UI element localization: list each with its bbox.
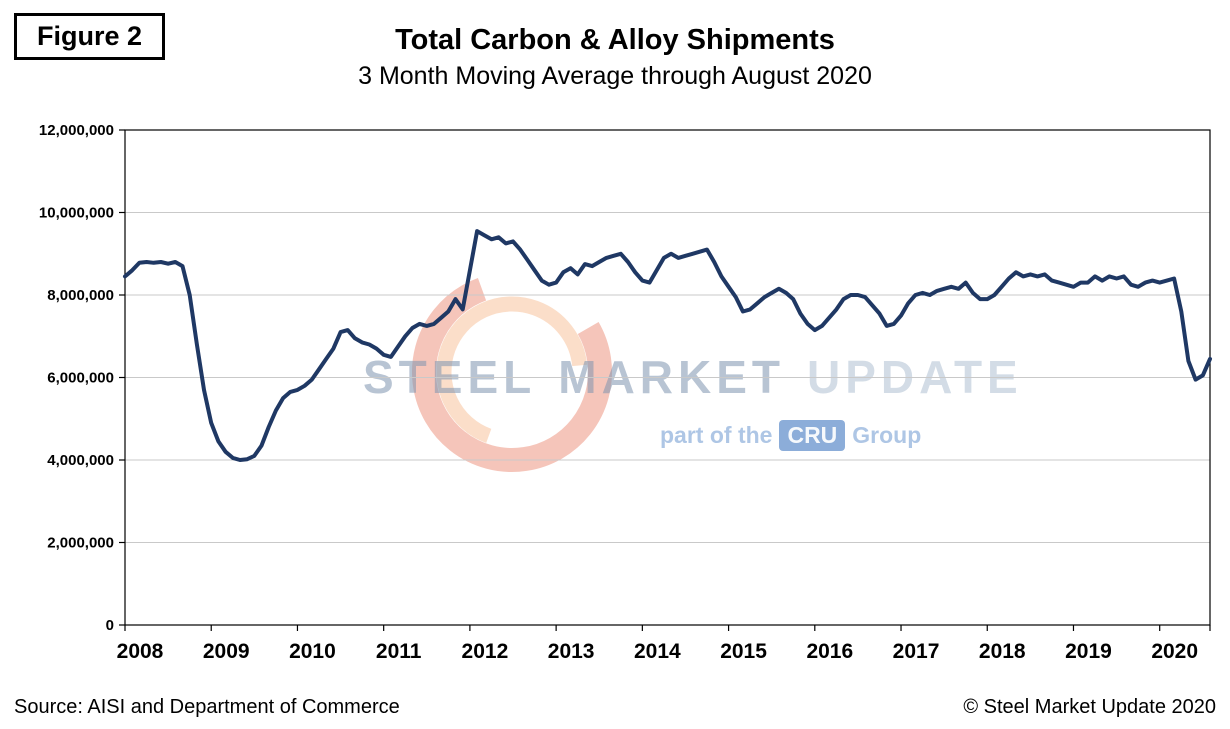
x-tick-label: 2015 (720, 640, 767, 663)
x-tick-label: 2010 (289, 640, 336, 663)
watermark-word-market: MARKET (558, 351, 786, 403)
source-note: Source: AISI and Department of Commerce (14, 696, 400, 718)
watermark-tagline-suffix: Group (852, 422, 922, 448)
watermark-word-update: UPDATE (807, 351, 1023, 403)
watermark-wordmark: STEEL MARKET UPDATE (363, 350, 1023, 404)
smu-logo-outer-arc (412, 272, 612, 472)
x-tick-label: 2009 (203, 640, 250, 663)
chart-subtitle: 3 Month Moving Average through August 20… (358, 62, 872, 90)
x-tick-label: 2014 (634, 640, 681, 663)
y-tick-label: 4,000,000 (47, 452, 114, 469)
y-tick-label: 2,000,000 (47, 535, 114, 552)
y-tick-label: 8,000,000 (47, 287, 114, 304)
watermark-tagline-prefix: part of the (660, 422, 773, 448)
x-tick-label: 2020 (1151, 640, 1198, 663)
smu-logo-inner-arc (436, 296, 588, 448)
data-series-line (123, 229, 1212, 462)
cru-logo-badge: CRU (779, 420, 846, 451)
x-tick-label: 2012 (462, 640, 509, 663)
watermark-tagline: part of the CRU Group (660, 420, 921, 451)
x-tick-label: 2016 (806, 640, 853, 663)
x-tick-label: 2013 (548, 640, 595, 663)
plot-border (124, 129, 1211, 626)
y-tick-label: 0 (106, 617, 114, 634)
watermark-word-steel: STEEL (363, 351, 537, 403)
x-tick-label: 2018 (979, 640, 1026, 663)
copyright-note: © Steel Market Update 2020 (963, 696, 1216, 718)
y-tick-label: 6,000,000 (47, 370, 114, 387)
y-tick-label: 10,000,000 (39, 205, 114, 222)
smu-logo-ring-icon (412, 272, 612, 472)
x-tick-label: 2008 (117, 640, 164, 663)
chart-title: Total Carbon & Alloy Shipments (395, 24, 835, 56)
figure-number-label: Figure 2 (14, 13, 166, 60)
y-tick-label: 12,000,000 (39, 122, 114, 139)
x-tick-label: 2019 (1065, 640, 1112, 663)
x-tick-label: 2011 (376, 640, 422, 663)
x-tick-label: 2017 (893, 640, 940, 663)
